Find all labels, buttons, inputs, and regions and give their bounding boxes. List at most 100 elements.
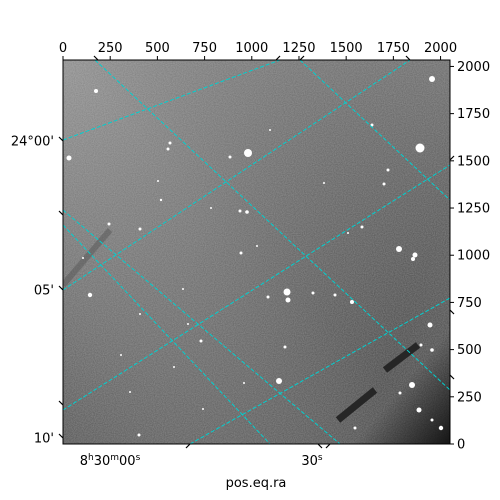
star: [398, 391, 402, 395]
star: [283, 288, 291, 296]
grid-edge-tick: [185, 443, 191, 449]
star: [411, 257, 415, 261]
grid-line: [63, 60, 411, 291]
star: [82, 257, 84, 259]
grid-edge-tick: [58, 136, 64, 142]
star: [396, 246, 402, 252]
grid-line: [189, 297, 450, 444]
dec-tick-label: 10': [34, 432, 54, 447]
right-tick-label: 1750: [457, 107, 490, 122]
right-tick-label: 1250: [457, 202, 490, 217]
star: [276, 378, 282, 384]
star: [285, 297, 291, 303]
star: [427, 322, 433, 328]
star: [415, 143, 425, 153]
right-tick-label: 250: [457, 390, 482, 405]
star: [138, 227, 142, 231]
top-tick-label: 250: [98, 41, 123, 56]
grid-edge-tick: [58, 400, 64, 406]
ra-tick-label: 8h30m00s: [80, 453, 141, 469]
plot-frame: [62, 59, 451, 445]
star: [239, 251, 243, 255]
grid-line: [63, 164, 450, 411]
star: [244, 149, 252, 157]
dec-axis: 24°00' 05' 10': [11, 55, 455, 449]
coordinate-grid: [63, 60, 450, 444]
top-tick-label: 1500: [330, 41, 363, 56]
star: [157, 180, 159, 182]
grid-edge-tick: [405, 55, 411, 61]
star: [382, 182, 386, 186]
star: [416, 407, 422, 413]
grid-edge-tick: [325, 443, 331, 449]
x-axis-label: pos.eq.ra: [226, 476, 287, 491]
top-tick-label: 750: [192, 41, 217, 56]
star: [269, 129, 271, 131]
sky-image: [63, 60, 450, 444]
star: [159, 198, 163, 202]
right-tick-label: 1000: [457, 249, 490, 264]
star: [323, 182, 325, 184]
grid-edge-tick: [275, 55, 281, 61]
star: [283, 345, 287, 349]
star: [386, 168, 390, 172]
star: [210, 207, 212, 209]
star: [438, 425, 444, 431]
grid-edge-tick: [93, 55, 99, 61]
star: [412, 252, 418, 258]
right-tick-label: 500: [457, 343, 482, 358]
star: [199, 339, 203, 343]
star: [228, 155, 232, 159]
star: [409, 382, 415, 388]
grid-edge-tick: [317, 443, 323, 449]
star: [120, 354, 122, 356]
top-tick-label: 1250: [282, 41, 315, 56]
right-tick-label: 750: [457, 296, 482, 311]
star: [430, 348, 434, 352]
top-tick-label: 500: [145, 41, 170, 56]
top-tick-label: 1000: [235, 41, 268, 56]
star: [350, 300, 354, 304]
satellite-streaks: [63, 228, 421, 423]
top-tick-label: 2000: [424, 41, 457, 56]
grid-edge-tick: [449, 374, 455, 380]
right-tick-label: 2000: [457, 60, 490, 75]
ra-tick-label: 30s: [301, 453, 323, 469]
right-tick-label: 0: [457, 438, 465, 453]
star: [238, 209, 242, 213]
star: [370, 123, 374, 127]
streak: [63, 228, 113, 287]
star: [66, 155, 72, 161]
grid-line: [299, 60, 450, 201]
grid-line: [94, 60, 450, 391]
star: [353, 426, 357, 430]
star: [107, 222, 111, 226]
grid-edge-tick: [449, 155, 455, 161]
star: [173, 366, 175, 368]
star: [429, 76, 435, 82]
top-tick-label: 1750: [377, 41, 410, 56]
top-pixel-axis: 0 250 500 750 1000 1250 1500 1750 2000: [59, 41, 457, 60]
star: [266, 295, 270, 299]
star: [360, 225, 364, 229]
grid-edge-tick: [58, 210, 64, 216]
grid-line: [63, 60, 281, 141]
star: [311, 291, 315, 295]
star: [87, 292, 93, 298]
grid-line: [63, 224, 271, 444]
star: [243, 382, 245, 384]
streak: [335, 387, 378, 423]
star: [419, 343, 423, 347]
star: [245, 210, 249, 214]
star: [430, 418, 434, 422]
grid-edge-tick: [58, 285, 64, 291]
ra-axis: 8h30m00s 30s: [80, 453, 323, 469]
right-tick-label: 1500: [457, 154, 490, 169]
grid-line: [63, 209, 341, 444]
right-pixel-axis: 0 250 500 750 1000 1250 1500 1750 2000: [450, 60, 490, 453]
star: [168, 141, 172, 145]
star-field: [66, 76, 444, 437]
grid-edge-tick: [299, 55, 305, 61]
star: [182, 288, 184, 290]
